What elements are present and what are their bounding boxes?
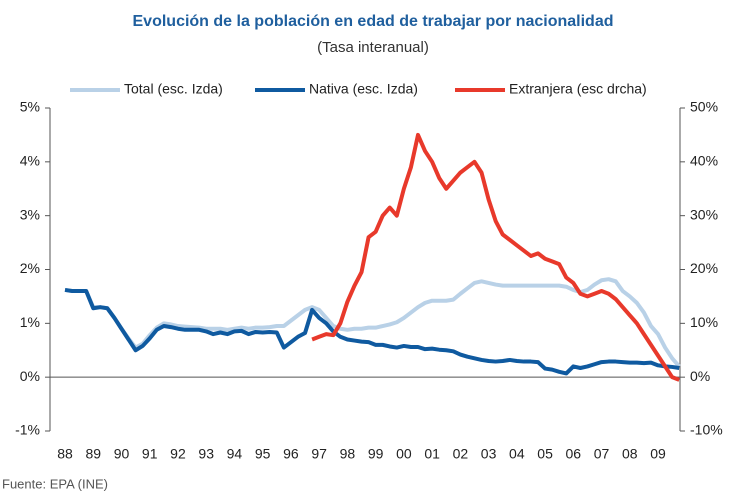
x-tick-label: 99 — [368, 446, 384, 462]
x-tick-label: 94 — [227, 446, 243, 462]
x-tick-label: 88 — [57, 446, 73, 462]
chart-subtitle: (Tasa interanual) — [317, 39, 429, 56]
legend-label: Total (esc. Izda) — [124, 81, 223, 97]
y2-tick-label: 30% — [690, 206, 718, 222]
x-tick-label: 05 — [537, 446, 553, 462]
y-tick-label: -1% — [15, 422, 40, 438]
y-tick-label: 4% — [20, 153, 40, 169]
legend-label: Extranjera (esc drcha) — [509, 81, 647, 97]
x-tick-label: 06 — [566, 446, 582, 462]
x-tick-label: 90 — [114, 446, 130, 462]
y-tick-label: 0% — [20, 368, 40, 384]
y-tick-label: 3% — [20, 206, 40, 222]
y2-tick-label: 40% — [690, 153, 718, 169]
x-tick-label: 89 — [85, 446, 101, 462]
x-tick-label: 01 — [424, 446, 440, 462]
series-line — [64, 287, 680, 376]
y2-tick-label: -10% — [690, 422, 723, 438]
x-tick-label: 98 — [340, 446, 356, 462]
x-tick-label: 95 — [255, 446, 271, 462]
y2-tick-label: 10% — [690, 314, 718, 330]
y2-tick-label: 20% — [690, 260, 718, 276]
legend-label: Nativa (esc. Izda) — [309, 81, 418, 97]
x-tick-label: 93 — [198, 446, 214, 462]
x-tick-label: 00 — [396, 446, 412, 462]
x-tick-label: 04 — [509, 446, 525, 462]
source: Fuente: EPA (INE) — [2, 476, 108, 491]
x-tick-label: 96 — [283, 446, 299, 462]
series-line — [311, 132, 680, 382]
y-tick-label: 2% — [20, 260, 40, 276]
x-tick-label: 07 — [594, 446, 610, 462]
y-tick-label: 5% — [20, 99, 40, 115]
chart-title: Evolución de la población en edad de tra… — [133, 13, 614, 30]
x-tick-label: 97 — [311, 446, 327, 462]
y2-tick-label: 0% — [690, 368, 710, 384]
x-tick-label: 92 — [170, 446, 186, 462]
series-line — [64, 277, 681, 368]
x-tick-label: 09 — [650, 446, 666, 462]
x-tick-label: 91 — [142, 446, 158, 462]
y2-tick-label: 50% — [690, 99, 718, 115]
x-tick-label: 03 — [481, 446, 497, 462]
x-tick-label: 02 — [453, 446, 469, 462]
x-tick-label: 08 — [622, 446, 638, 462]
y-tick-label: 1% — [20, 314, 40, 330]
